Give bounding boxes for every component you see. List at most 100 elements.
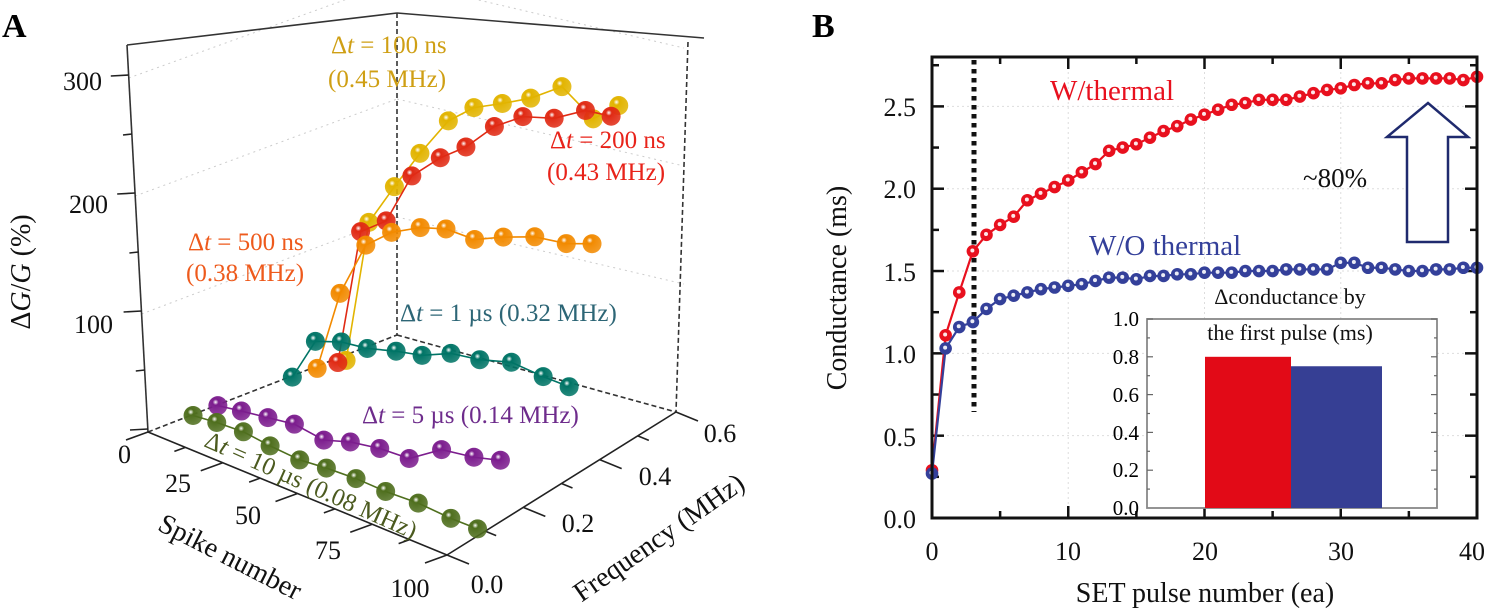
data-point-highlight [1161,128,1166,133]
data-point [382,222,402,242]
data-point [582,234,602,254]
data-point-highlight [956,324,961,329]
panel-b-label: B [812,8,835,45]
data-point-highlight [1420,268,1424,273]
spike-axis-title: Spike number [153,508,307,607]
data-point [492,93,512,113]
series-label-100ns: Δt = 100 ns [331,32,447,59]
data-point [601,106,621,126]
legend-w-thermal: W/thermal [1050,75,1174,107]
data-point-highlight [1392,266,1397,271]
data-series [183,77,629,539]
spike-tick-label: 100 [391,574,430,603]
data-point [233,422,253,442]
data-point-highlight [1311,90,1315,95]
data-point-highlight [1215,106,1220,111]
spike-tick [125,431,149,441]
box-top-edge [126,12,398,46]
data-point-highlight [1460,77,1465,82]
data-point [290,450,310,470]
freq-tick-label: 0.0 [471,570,504,599]
data-point [544,108,564,128]
data-point-highlight [1147,134,1152,139]
spike-tick [200,461,224,472]
data-point [356,235,376,255]
series-label-500ns-freq: (0.38 MHz) [186,260,304,287]
data-point-highlight [1447,266,1452,271]
inset-bar-chart [1146,318,1438,509]
data-point [258,408,278,428]
data-point-highlight [1052,284,1057,289]
z-axis-line [126,44,149,433]
data-point-highlight [1270,97,1275,102]
axis-ticks [110,74,699,565]
data-point [316,458,336,478]
increase-annotation: ~80% [1303,163,1367,193]
frequency-tick [523,506,546,518]
data-point-highlight [1297,93,1302,98]
z-tick [129,428,149,431]
y-tick-label: 1.0 [884,340,917,369]
data-point [464,447,484,467]
z-tick [110,74,129,77]
data-point-highlight [1338,260,1343,265]
data-point [456,137,476,157]
data-point [468,519,488,539]
y-tick-label: 0.0 [884,505,917,534]
panel-a-label: A [2,8,27,45]
data-point-highlight [1406,268,1411,273]
data-point-highlight [1011,213,1016,218]
gridline [396,98,685,167]
data-point [183,405,203,425]
series-label-200ns: Δt = 200 ns [550,127,666,154]
data-point [432,440,452,460]
data-point [402,166,422,186]
z-axis-title: ΔG/G (%) [6,214,37,329]
frequency-tick [484,530,497,537]
data-point [408,493,428,513]
data-point-highlight [1379,80,1384,85]
series-label-100ns-freq: (0.45 MHz) [328,66,446,93]
data-point-highlight [1324,87,1329,92]
y-axis-title: Conductance (ms) [822,186,853,391]
data-point-highlight [1065,283,1070,288]
spike-tick [349,523,373,534]
data-point [430,148,450,168]
data-point-highlight [1079,169,1084,174]
data-point-highlight [1202,111,1206,116]
data-point [438,111,458,131]
z-tick-label: 100 [74,310,113,339]
frequency-tick [446,554,470,565]
data-point [410,218,430,238]
inset-title-line1: Δconductance by [1214,284,1366,309]
data-point [556,234,576,254]
data-point-highlight [1270,268,1275,273]
data-point [282,367,302,387]
data-point-highlight [956,289,961,294]
data-point [284,414,304,434]
spike-tick [174,446,186,453]
inset-y-tick-label: 0.4 [1113,421,1140,445]
data-point-highlight [997,296,1002,301]
data-point-highlight [1433,266,1438,271]
data-point-highlight [1133,276,1138,281]
data-point-highlight [1283,97,1288,102]
data-point-highlight [1351,82,1356,87]
data-point-highlight [1120,274,1125,279]
data-point-highlight [970,248,975,253]
data-point [305,331,325,351]
series-label-500ns: Δt = 500 ns [188,229,304,256]
data-point-highlight [1079,281,1084,286]
data-point [441,508,461,528]
data-point [260,436,280,456]
data-point [386,341,406,361]
z-tick-label: 0 [118,440,131,469]
bar-w-thermal [1205,356,1291,508]
data-point-highlight [1229,101,1234,106]
data-point-highlight [1365,264,1370,269]
data-point-highlight [1460,264,1465,269]
data-point [484,117,504,137]
spike-tick-label: 75 [315,536,341,565]
legend-wo-thermal: W/O thermal [1089,230,1241,262]
